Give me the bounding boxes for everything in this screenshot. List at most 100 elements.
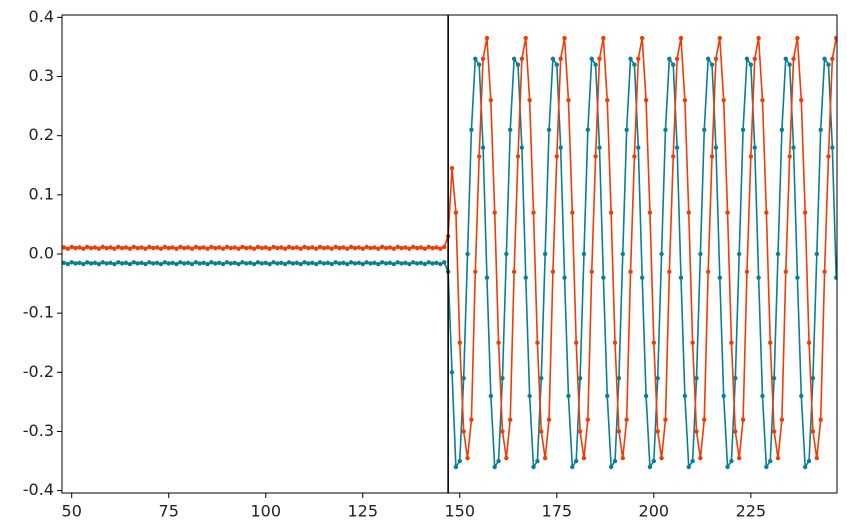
- point: [263, 260, 268, 266]
- point: [504, 251, 509, 257]
- point: [659, 251, 664, 257]
- point: [348, 244, 354, 250]
- point: [81, 246, 86, 251]
- point: [531, 464, 536, 470]
- y-tick-label: -0.1: [23, 303, 54, 322]
- point: [248, 245, 253, 250]
- point: [290, 245, 296, 251]
- point: [182, 245, 187, 251]
- point: [554, 62, 560, 67]
- point: [240, 260, 245, 265]
- point: [593, 62, 598, 67]
- point: [729, 458, 734, 464]
- point: [799, 393, 804, 399]
- y-tick-label: -0.2: [23, 362, 54, 381]
- point: [717, 275, 722, 280]
- point: [306, 261, 311, 266]
- point: [259, 245, 265, 251]
- point: [383, 245, 389, 251]
- point: [360, 246, 365, 251]
- point: [659, 455, 664, 461]
- point: [302, 244, 307, 250]
- point: [411, 260, 416, 265]
- point: [705, 269, 711, 274]
- point: [345, 246, 350, 251]
- point: [418, 245, 424, 250]
- point: [748, 154, 754, 159]
- point: [197, 261, 202, 266]
- point: [65, 246, 71, 251]
- point: [399, 261, 404, 266]
- point: [364, 260, 369, 265]
- point: [655, 376, 660, 381]
- point: [298, 261, 303, 267]
- point: [356, 260, 362, 266]
- point: [143, 246, 148, 251]
- point: [508, 417, 513, 422]
- point: [682, 393, 688, 399]
- point: [752, 56, 757, 61]
- point: [515, 154, 521, 159]
- point: [368, 261, 373, 266]
- point: [119, 261, 125, 266]
- point: [593, 154, 598, 159]
- point: [407, 246, 412, 251]
- point: [473, 56, 478, 61]
- point: [77, 245, 82, 250]
- point: [605, 97, 610, 103]
- point: [306, 245, 311, 251]
- point: [182, 261, 187, 266]
- point: [116, 244, 121, 250]
- point: [469, 417, 474, 422]
- point: [62, 245, 67, 250]
- point: [752, 145, 757, 150]
- point: [275, 245, 280, 251]
- point: [240, 244, 245, 250]
- point: [511, 269, 517, 274]
- point: [546, 417, 552, 422]
- point: [531, 210, 536, 215]
- point: [639, 35, 645, 41]
- y-tick-label: 0.4: [29, 7, 54, 26]
- point: [321, 245, 327, 251]
- point: [713, 56, 719, 61]
- point: [127, 261, 133, 267]
- point: [154, 260, 160, 266]
- point: [484, 275, 490, 280]
- point: [100, 260, 105, 265]
- point: [678, 35, 684, 41]
- point: [279, 260, 284, 266]
- point: [185, 260, 191, 266]
- point: [636, 145, 641, 150]
- point: [795, 275, 800, 280]
- point: [702, 417, 707, 422]
- x-tick-label: 175: [542, 502, 573, 521]
- point: [267, 261, 272, 267]
- point: [430, 261, 435, 266]
- point: [457, 340, 462, 345]
- point: [465, 455, 470, 461]
- point: [395, 260, 400, 265]
- point: [504, 455, 509, 461]
- point: [558, 145, 563, 150]
- point: [372, 260, 377, 266]
- point: [139, 260, 144, 266]
- point: [150, 245, 156, 251]
- point: [799, 97, 804, 103]
- point: [779, 127, 785, 132]
- point: [713, 145, 719, 150]
- y-tick-label: 0.3: [29, 66, 54, 85]
- point: [248, 260, 253, 266]
- point: [325, 245, 331, 250]
- point: [589, 269, 594, 274]
- point: [737, 251, 742, 257]
- point: [519, 56, 525, 61]
- point: [162, 260, 168, 265]
- point: [628, 269, 633, 274]
- point: [453, 210, 459, 215]
- point: [643, 97, 649, 103]
- point: [496, 340, 501, 345]
- point: [566, 393, 571, 399]
- point: [655, 429, 660, 434]
- point: [484, 35, 490, 41]
